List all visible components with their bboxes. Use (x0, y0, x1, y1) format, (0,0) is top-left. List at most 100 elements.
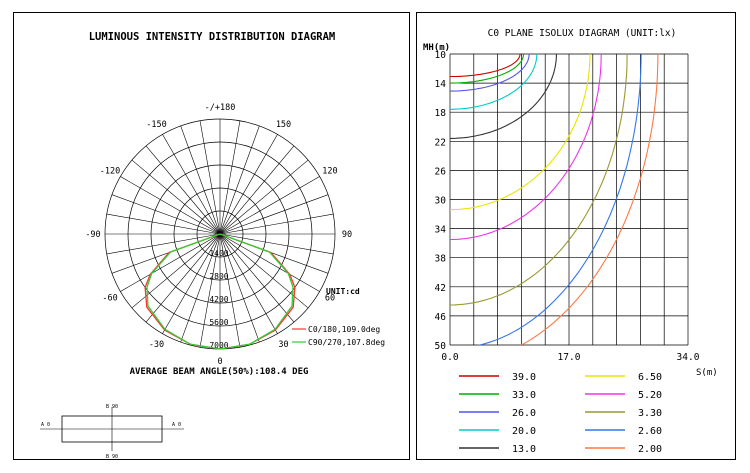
polar-spoke (131, 159, 221, 235)
polar-angle-label: -60 (102, 294, 117, 304)
polar-angle-label: 120 (322, 167, 337, 177)
isolux-legend-label: 2.60 (638, 426, 662, 437)
polar-spoke (219, 233, 295, 323)
polar-angle-label: -30 (149, 340, 164, 350)
polar-spoke (180, 233, 221, 343)
isolux-legend-label: 13.0 (512, 444, 536, 455)
isolux-x-tick: 0.0 (441, 352, 458, 363)
isolux-ticks: 10 14 18 22 26 30 34 38 42 46 500.0 17.0 34.0 (435, 50, 700, 363)
polar-grid (104, 118, 336, 350)
polar-spoke (145, 145, 221, 235)
polar-spoke (219, 233, 309, 309)
polar-radial-label: 2800 (209, 272, 228, 281)
luminaire-label-left: A 0 (41, 422, 50, 428)
polar-radial-label: 5600 (209, 318, 228, 327)
polar-radial-label: 4200 (209, 295, 228, 304)
polar-title: LUMINOUS INTENSITY DISTRIBUTION DIAGRAM (89, 31, 336, 43)
polar-series (144, 233, 296, 350)
luminaire-label-bottom: B 90 (106, 454, 118, 460)
isolux-y-axis-label: MH(m) (423, 43, 450, 53)
isolux-y-tick: 42 (435, 283, 446, 294)
isolux-curve-3.30 (450, 54, 628, 306)
polar-spoke (145, 233, 221, 323)
polar-spoke (219, 194, 329, 235)
isolux-curve-39.0 (450, 54, 521, 78)
polar-spoke (162, 233, 221, 334)
polar-radial-label: 1400 (209, 249, 228, 258)
isolux-x-tick: 17.0 (558, 352, 581, 363)
polar-angle-label: -90 (85, 230, 100, 240)
isolux-chart: C0 PLANE ISOLUX DIAGRAM (UNIT:lx) MH(m) … (423, 28, 718, 455)
isolux-y-tick: 14 (435, 79, 447, 90)
legend-c0-label: C0/180,109.0deg (308, 325, 380, 334)
isolux-legend: 39.0 33.0 26.0 20.0 13.0 6.50 5.20 3.30 2.60 2.00 (459, 372, 662, 455)
isolux-curve-33.0 (450, 54, 525, 84)
isolux-grid (449, 53, 689, 346)
polar-spoke (219, 213, 334, 235)
isolux-curve-5.20 (450, 54, 602, 241)
isolux-panel: C0 PLANE ISOLUX DIAGRAM (UNIT:lx) MH(m) … (416, 12, 736, 460)
isolux-legend-label: 33.0 (512, 390, 536, 401)
polar-spoke (199, 233, 221, 348)
isolux-legend-label: 6.50 (638, 372, 662, 383)
isolux-legend-label: 2.00 (638, 444, 662, 455)
isolux-legend-label: 20.0 (512, 426, 536, 437)
isolux-curve-20.0 (450, 54, 538, 110)
isolux-curve-26.0 (450, 54, 530, 92)
isolux-y-tick: 18 (435, 108, 447, 119)
polar-spoke (219, 233, 260, 343)
polar-spoke (120, 176, 221, 235)
polar-angle-label: 30 (278, 340, 288, 350)
polar-angle-label: 0 (217, 357, 222, 367)
isolux-legend-label: 39.0 (512, 372, 536, 383)
polar-chart: LUMINOUS INTENSITY DISTRIBUTION DIAGRAM … (40, 31, 385, 460)
polar-spoke (120, 233, 221, 292)
isolux-y-tick: 10 (435, 50, 447, 61)
isolux-y-tick: 38 (435, 254, 447, 265)
polar-angle-labels: -/+180 150 120 90 60 30 0 -30 -60 -90 -120 -150 (85, 103, 352, 367)
isolux-curve-2.00 (520, 54, 659, 345)
isolux-x-tick: 34.0 (677, 352, 700, 363)
isolux-x-axis-label: S(m) (696, 368, 718, 378)
polar-spoke (219, 159, 309, 235)
polar-spoke (219, 233, 278, 334)
isolux-curve-13.0 (450, 54, 557, 139)
isolux-curve-2.60 (477, 54, 642, 345)
polar-spoke (180, 125, 221, 235)
luminaire-label-top: B 90 (106, 404, 118, 410)
polar-spoke (219, 134, 278, 235)
isolux-y-tick: 30 (435, 196, 447, 207)
luminaire-diagram: B 90 B 90 A 0 A 0 (40, 404, 184, 460)
polar-radial-label: 7000 (209, 341, 228, 350)
isolux-curve-6.50 (450, 54, 591, 211)
isolux-legend-label: 3.30 (638, 408, 662, 419)
isolux-y-tick: 50 (435, 341, 447, 352)
isolux-title: C0 PLANE ISOLUX DIAGRAM (UNIT:lx) (488, 28, 677, 39)
polar-angle-label: -150 (146, 120, 166, 130)
polar-angle-label: -120 (100, 167, 120, 177)
polar-spoke (111, 194, 221, 235)
polar-spoke (219, 233, 241, 348)
polar-spoke (219, 176, 320, 235)
polar-spoke (219, 125, 260, 235)
luminaire-label-right: A 0 (172, 422, 181, 428)
polar-spoke (106, 233, 221, 255)
polar-angle-label: 60 (325, 294, 335, 304)
polar-panel: LUMINOUS INTENSITY DISTRIBUTION DIAGRAM … (13, 12, 410, 460)
beam-angle-text: AVERAGE BEAM ANGLE(50%):108.4 DEG (130, 367, 309, 377)
polar-spoke (219, 120, 241, 235)
polar-angle-label: 150 (276, 120, 291, 130)
isolux-curves (450, 54, 659, 345)
polar-angle-label: -/+180 (205, 103, 236, 113)
legend-c90-label: C90/270,107.8deg (308, 338, 385, 347)
isolux-y-tick: 26 (435, 166, 447, 177)
isolux-legend-label: 5.20 (638, 390, 662, 401)
polar-spoke (131, 233, 221, 309)
isolux-y-tick: 34 (435, 225, 447, 236)
polar-unit: UNIT:cd (326, 287, 360, 296)
polar-spoke (219, 233, 334, 255)
polar-spoke (219, 233, 320, 292)
polar-angle-label: 90 (342, 230, 352, 240)
polar-spoke (162, 134, 221, 235)
